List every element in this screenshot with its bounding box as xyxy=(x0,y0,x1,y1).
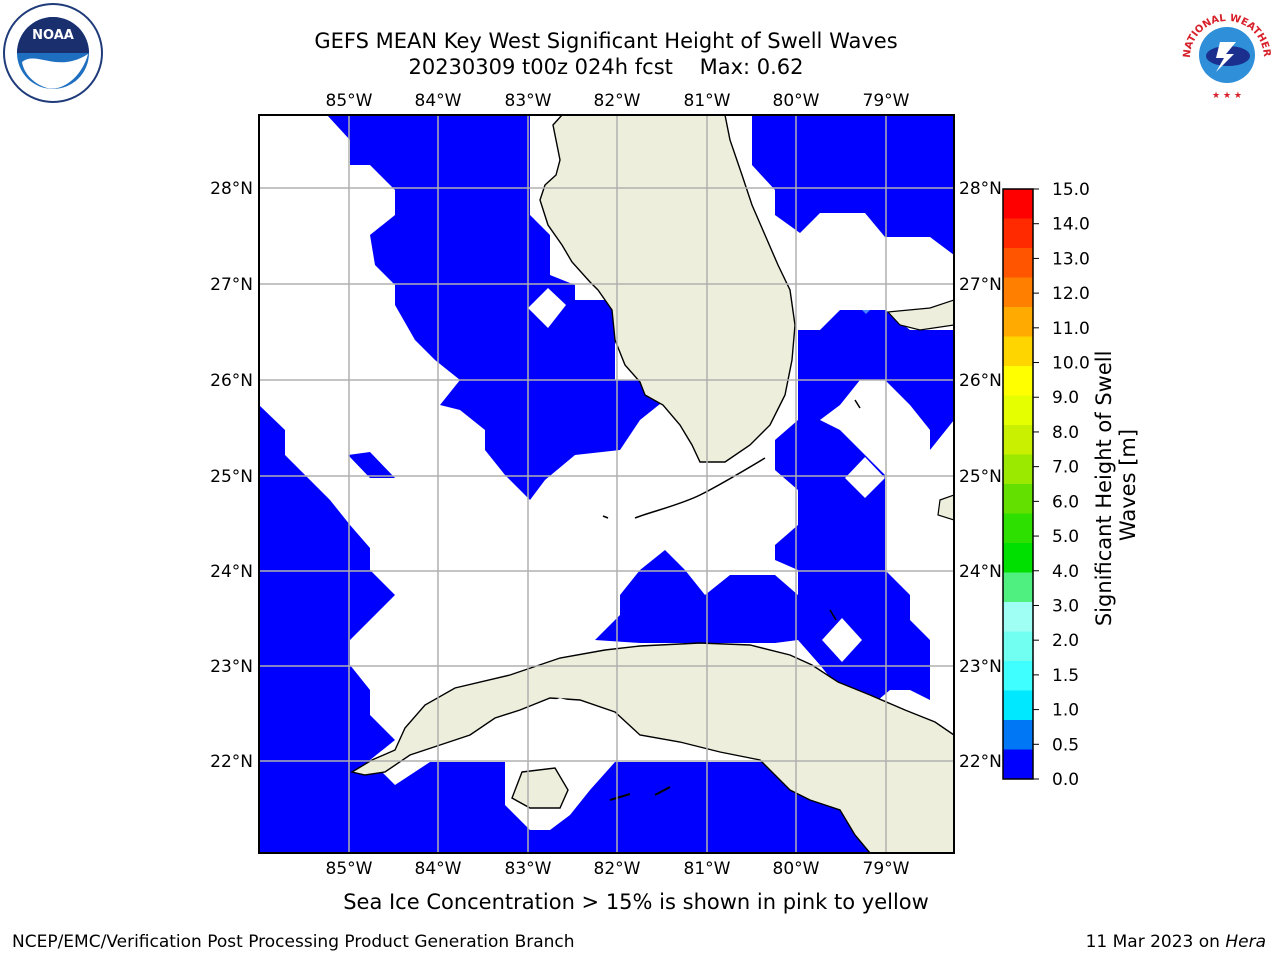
colorbar-segment xyxy=(1003,631,1033,662)
colorbar-frame xyxy=(1002,188,1034,780)
lon-label: 83°W xyxy=(505,91,552,111)
colorbar-tick-label: 3.0 xyxy=(1052,596,1079,616)
svg-text:★ ★ ★: ★ ★ ★ xyxy=(1212,91,1242,101)
footer-machine: Hera xyxy=(1225,932,1266,952)
lat-label: 25°N xyxy=(959,467,1002,487)
max-value: Max: 0.62 xyxy=(699,55,804,79)
colorbar-title-line: Significant Height of Swell xyxy=(1092,351,1116,627)
colorbar-tick-label: 6.0 xyxy=(1052,492,1079,512)
colorbar-segment xyxy=(1003,395,1033,426)
lat-label: 26°N xyxy=(210,371,253,391)
colorbar-tick-label: 9.0 xyxy=(1052,388,1079,408)
colorbar-segment xyxy=(1003,720,1033,750)
colorbar-tick-label: 1.0 xyxy=(1052,701,1079,721)
colorbar-tick-label: 5.0 xyxy=(1052,527,1079,547)
colorbar-tick-label: 0.5 xyxy=(1052,735,1079,755)
colorbar-tick-label: 4.0 xyxy=(1052,562,1079,582)
colorbar-segment xyxy=(1003,425,1033,455)
colorbar-tick-label: 1.5 xyxy=(1052,666,1079,686)
lon-label: 84°W xyxy=(415,91,462,111)
lat-label: 26°N xyxy=(959,371,1002,391)
colorbar-tick-label: 15.0 xyxy=(1052,180,1090,200)
colorbar-segment xyxy=(1003,690,1033,721)
colorbar-tick-label: 11.0 xyxy=(1052,319,1090,339)
colorbar-segment xyxy=(1003,277,1033,308)
lon-label: 82°W xyxy=(594,91,641,111)
lon-label: 80°W xyxy=(773,859,820,879)
colorbar-segment xyxy=(1003,248,1033,278)
lat-label: 23°N xyxy=(210,657,253,677)
colorbar xyxy=(1003,189,1033,780)
longitude-labels-bottom: 85°W 84°W 83°W 82°W 81°W 80°W 79°W xyxy=(326,859,910,879)
lat-label: 22°N xyxy=(210,752,253,772)
nws-logo: NATIONAL WEATHER SERVICE ★ ★ ★ xyxy=(1176,2,1276,102)
lat-label: 27°N xyxy=(210,275,253,295)
lat-label: 27°N xyxy=(959,275,1002,295)
lat-label: 24°N xyxy=(210,562,253,582)
colorbar-tick-label: 0.0 xyxy=(1052,770,1079,790)
longitude-labels-top: 85°W 84°W 83°W 82°W 81°W 80°W 79°W xyxy=(326,91,910,111)
latitude-labels-right: 28°N 27°N 26°N 25°N 24°N 23°N 22°N xyxy=(959,179,1002,772)
colorbar-segment xyxy=(1003,366,1033,396)
lon-label: 85°W xyxy=(326,859,373,879)
colorbar-segment xyxy=(1003,189,1033,219)
colorbar-tick-label: 12.0 xyxy=(1052,284,1090,304)
svg-text:NOAA: NOAA xyxy=(32,28,74,43)
colorbar-tick-label: 8.0 xyxy=(1052,423,1079,443)
lon-label: 80°W xyxy=(773,91,820,111)
lon-label: 79°W xyxy=(863,859,910,879)
graticule xyxy=(259,115,954,853)
colorbar-segment xyxy=(1003,336,1033,367)
swell-field xyxy=(259,115,954,853)
forecast-run: 20230309 t00z 024h fcst xyxy=(408,55,673,79)
lat-label: 28°N xyxy=(210,179,253,199)
colorbar-segment xyxy=(1003,602,1033,632)
lat-label: 22°N xyxy=(959,752,1002,772)
colorbar-segment xyxy=(1003,218,1033,249)
colorbar-tick-label: 2.0 xyxy=(1052,631,1079,651)
colorbar-segment xyxy=(1003,572,1033,603)
lat-label: 23°N xyxy=(959,657,1002,677)
colorbar-ticks: 15.0 14.0 13.0 12.0 11.0 10.0 9.0 8.0 7.0 6.0 5.0 4… xyxy=(1033,180,1090,790)
lon-label: 82°W xyxy=(594,859,641,879)
chart-title: GEFS MEAN Key West Significant Height of… xyxy=(314,29,898,53)
map-frame xyxy=(258,114,955,854)
footer-credit: NCEP/EMC/Verification Post Processing Pr… xyxy=(12,932,575,952)
colorbar-segment xyxy=(1003,749,1033,780)
lon-label: 81°W xyxy=(684,91,731,111)
colorbar-segment xyxy=(1003,454,1033,485)
noaa-logo: NOAA xyxy=(3,3,103,103)
lon-label: 81°W xyxy=(684,859,731,879)
lat-label: 25°N xyxy=(210,467,253,487)
lon-label: 84°W xyxy=(415,859,462,879)
colorbar-tick-label: 14.0 xyxy=(1052,215,1090,235)
colorbar-segment xyxy=(1003,513,1033,544)
lat-label: 24°N xyxy=(959,562,1002,582)
colorbar-segment xyxy=(1003,661,1033,691)
lon-label: 85°W xyxy=(326,91,373,111)
colorbar-tick-label: 7.0 xyxy=(1052,458,1079,478)
colorbar-title: Significant Height of Swell Waves [m] xyxy=(1092,344,1140,626)
colorbar-segment xyxy=(1003,543,1033,573)
colorbar-segment xyxy=(1003,307,1033,337)
chart-subtitle: 20230309 t00z 024h fcst Max: 0.62 xyxy=(256,54,956,80)
latitude-labels-left: 28°N 27°N 26°N 25°N 24°N 23°N 22°N xyxy=(210,179,253,772)
colorbar-tick-label: 13.0 xyxy=(1052,249,1090,269)
lon-label: 79°W xyxy=(863,91,910,111)
colorbar-title-line: Waves [m] xyxy=(1116,429,1140,541)
sea-ice-note: Sea Ice Concentration > 15% is shown in … xyxy=(343,890,929,914)
lat-label: 28°N xyxy=(959,179,1002,199)
colorbar-segment xyxy=(1003,484,1033,514)
footer-date: 11 Mar 2023 on Hera xyxy=(1085,932,1266,952)
lon-label: 83°W xyxy=(505,859,552,879)
colorbar-tick-label: 10.0 xyxy=(1052,354,1090,374)
